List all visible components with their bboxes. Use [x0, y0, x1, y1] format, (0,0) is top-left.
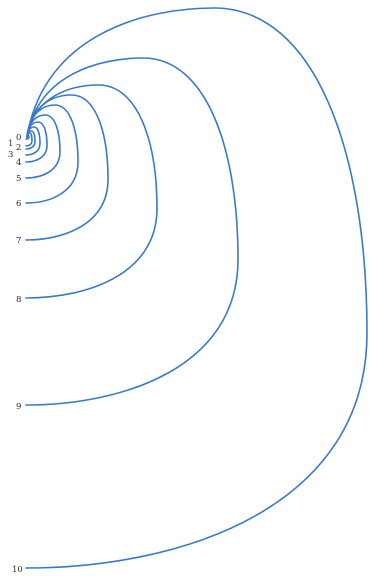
arc-label-1: 1: [8, 139, 13, 149]
arc-label-0: 0: [16, 133, 21, 143]
arc-curve-10: [25, 7, 368, 569]
arc-curve-7: [25, 94, 109, 241]
arc-curves: [25, 7, 368, 569]
arc-curve-4: [25, 121, 48, 163]
arc-curve-3: [25, 126, 41, 156]
arc-label-8: 8: [16, 295, 21, 305]
arc-curve-9: [25, 57, 239, 406]
arc-label-10: 10: [12, 565, 23, 575]
arc-label-3: 3: [8, 150, 13, 160]
arc-label-9: 9: [16, 402, 21, 412]
arc-label-6: 6: [16, 199, 21, 209]
arc-labels: 01 234 5 6 7 8 9 10: [8, 133, 23, 575]
arc-curve-2: [25, 130, 36, 150]
arc-label-4: 4: [16, 158, 21, 168]
arc-label-2: 2: [16, 143, 21, 153]
arc-label-5: 5: [16, 174, 21, 184]
arc-curve-6: [25, 104, 79, 204]
arc-curve-5: [25, 114, 61, 179]
arc-curve-8: [25, 84, 158, 299]
arc-label-7: 7: [16, 236, 21, 246]
